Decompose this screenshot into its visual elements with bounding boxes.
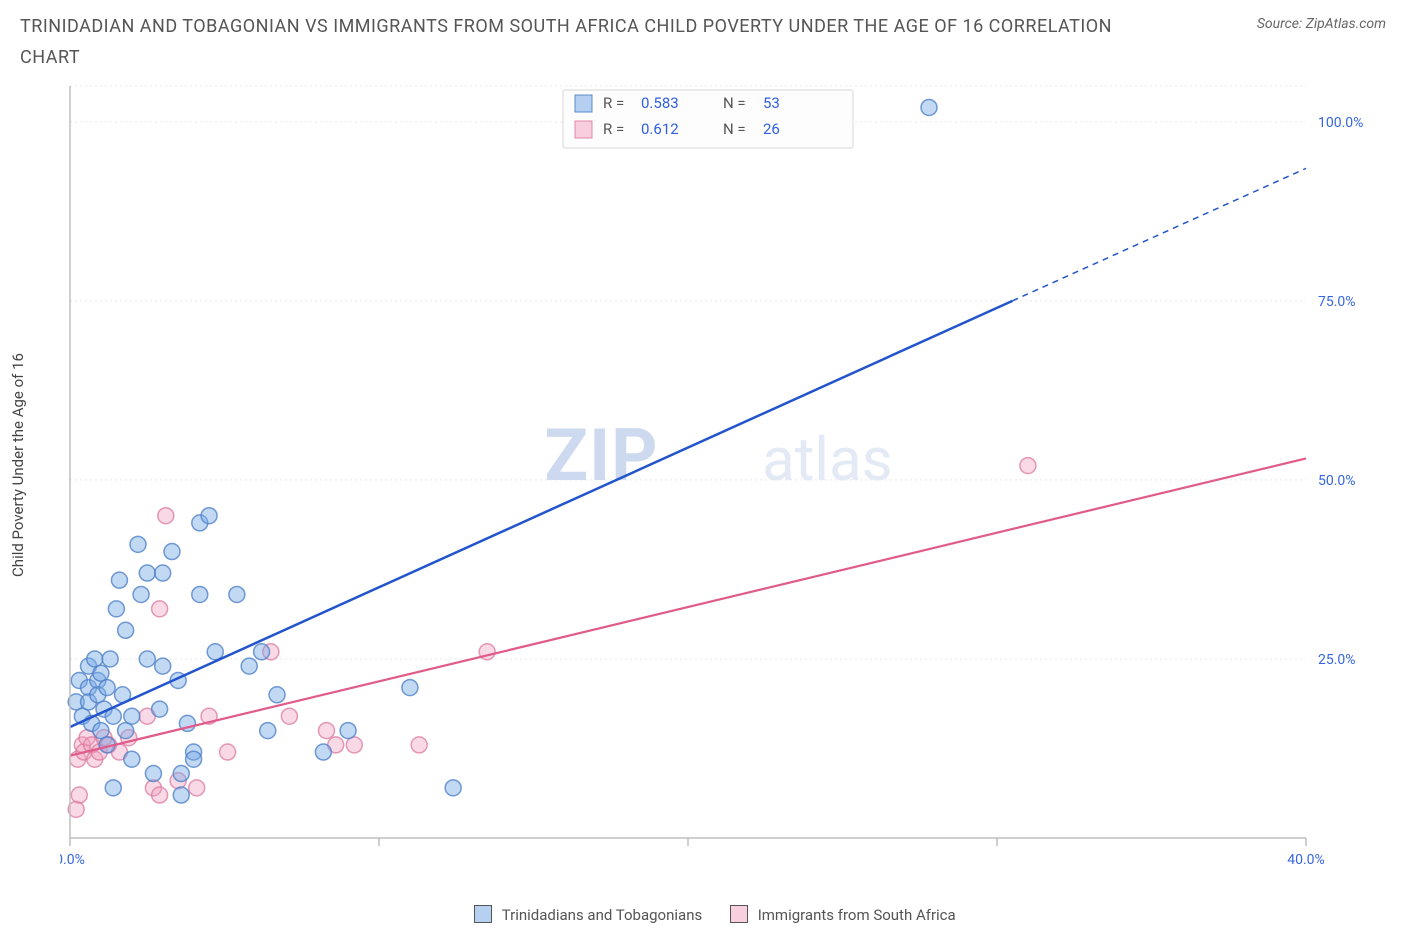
svg-text:100.0%: 100.0% [1318, 115, 1363, 131]
svg-text:ZIP: ZIP [544, 413, 658, 498]
svg-text:50.0%: 50.0% [1318, 473, 1356, 489]
svg-text:N =: N = [723, 94, 746, 112]
svg-text:N =: N = [723, 120, 746, 138]
svg-text:53: 53 [763, 94, 780, 112]
svg-text:40.0%: 40.0% [1287, 852, 1325, 868]
svg-text:0.0%: 0.0% [60, 852, 85, 868]
svg-text:25.0%: 25.0% [1318, 652, 1356, 668]
svg-text:75.0%: 75.0% [1318, 294, 1356, 310]
svg-text:R =: R = [603, 120, 624, 138]
svg-text:26: 26 [763, 120, 780, 138]
svg-text:0.612: 0.612 [641, 120, 679, 138]
y-axis-label: Child Poverty Under the Age of 16 [9, 353, 27, 577]
legend-swatch-a [474, 905, 492, 923]
legend-label-a: Trinidadians and Tobagonians [502, 906, 702, 924]
chart-title: TRINIDADIAN AND TOBAGONIAN VS IMMIGRANTS… [20, 12, 1120, 73]
legend-label-b: Immigrants from South Africa [758, 906, 956, 924]
header-row: TRINIDADIAN AND TOBAGONIAN VS IMMIGRANTS… [20, 12, 1386, 73]
svg-text:0.583: 0.583 [641, 94, 679, 112]
svg-text:atlas: atlas [762, 424, 892, 495]
legend-swatch-b [730, 905, 748, 923]
svg-text:R =: R = [603, 94, 624, 112]
plot-svg: ZIP atlas 0.0% 40.0% 25.0% 50.0% 75.0% 100.0% R … [60, 78, 1386, 878]
scatter-plot: ZIP atlas 0.0% 40.0% 25.0% 50.0% 75.0% 100.0% R … [60, 78, 1386, 878]
source-label: Source: ZipAtlas.com [1257, 16, 1386, 32]
bottom-legend: Trinidadians and Tobagonians Immigrants … [0, 905, 1406, 924]
